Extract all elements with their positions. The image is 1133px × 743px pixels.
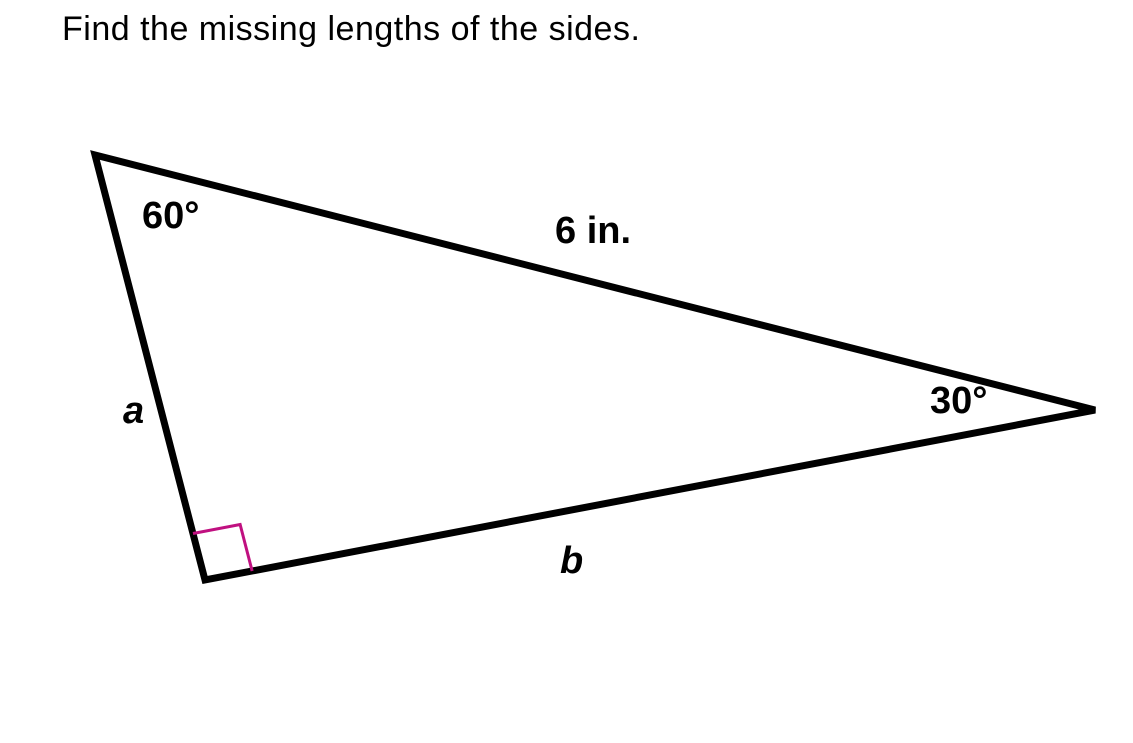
triangle-svg: [0, 0, 1133, 743]
hypotenuse-label: 6 in.: [555, 210, 631, 253]
side-label-a: a: [123, 390, 144, 433]
side-label-b: b: [560, 540, 583, 583]
angle-label-30: 30°: [930, 380, 987, 423]
angle-label-60: 60°: [142, 195, 199, 238]
figure-container: { "question": "Find the missing lengths …: [0, 0, 1133, 743]
